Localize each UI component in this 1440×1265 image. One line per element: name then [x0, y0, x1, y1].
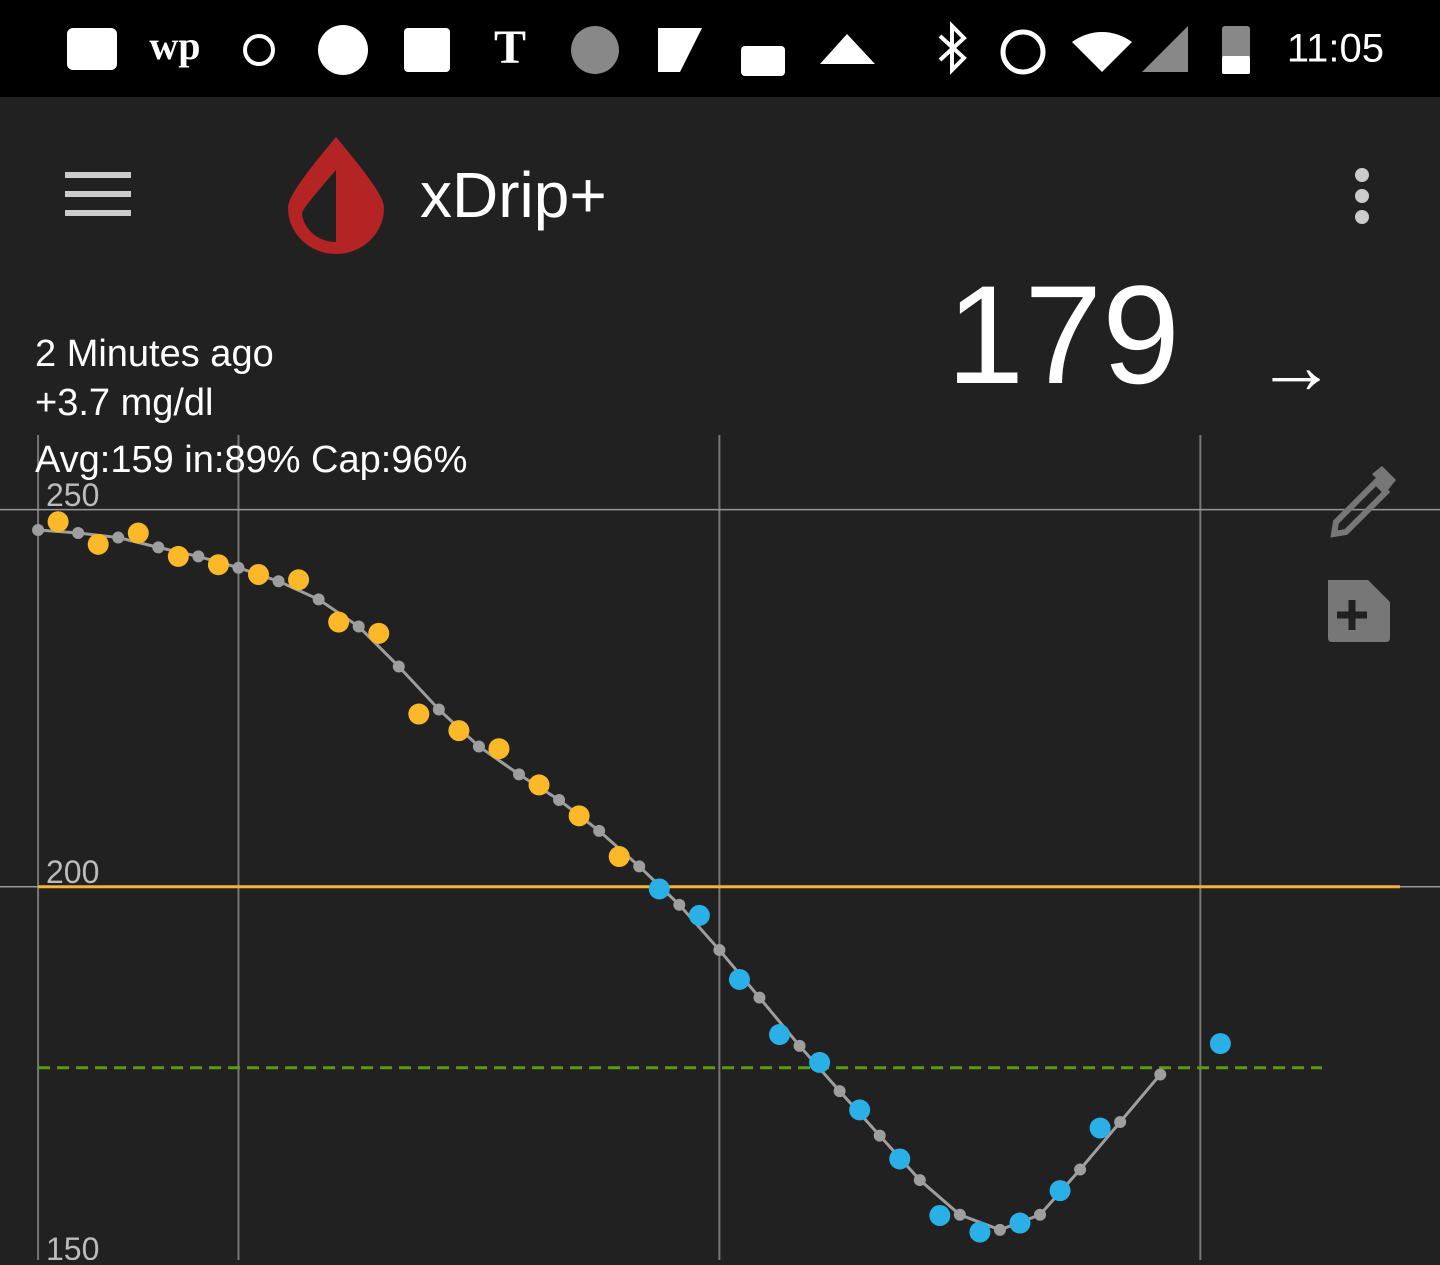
bluetooth-icon [938, 21, 967, 75]
raw-point [793, 1039, 806, 1052]
raw-point [1154, 1068, 1167, 1081]
reading-point [1089, 1117, 1111, 1139]
lock-icon [741, 46, 785, 76]
reading-point [87, 533, 109, 555]
reading-point [889, 1148, 911, 1170]
raw-point [553, 793, 566, 806]
raw-point [392, 660, 405, 673]
raw-point [272, 575, 285, 588]
alarm-icon [1000, 29, 1046, 75]
drive-icon [820, 34, 875, 64]
reading-point [568, 805, 590, 827]
raw-point [432, 703, 445, 716]
wp-icon: wp [149, 23, 200, 68]
reading-point [328, 611, 350, 633]
raw-point [713, 944, 726, 957]
reading-point [1009, 1212, 1031, 1234]
y-tick-label: 150 [46, 1231, 99, 1260]
reading-point [207, 554, 229, 576]
reading-point [167, 545, 189, 567]
reading-point [648, 878, 670, 900]
task-icon [658, 28, 702, 72]
reading-point [368, 622, 390, 644]
app-logo [288, 137, 384, 254]
reading-point [849, 1099, 871, 1121]
raw-point [753, 991, 766, 1004]
raw-point [352, 620, 365, 633]
music-icon [318, 25, 368, 75]
battery-level [1222, 56, 1250, 74]
wifi-icon [1072, 31, 1132, 72]
glucose-value: 179 [946, 256, 1180, 413]
raw-point [152, 541, 165, 554]
raw-point [593, 824, 606, 837]
raw-point [112, 531, 125, 544]
reading-point [608, 846, 630, 868]
reading-point [488, 738, 510, 760]
reading-point [969, 1221, 991, 1243]
notification-icon [67, 28, 117, 70]
raw-point [472, 740, 485, 753]
reading-point [929, 1205, 951, 1227]
clock: 11:05 [1287, 27, 1384, 71]
reading-point [809, 1051, 831, 1073]
reading-point [769, 1024, 791, 1046]
status-icons: wp T [67, 21, 1250, 76]
raw-point [673, 898, 686, 911]
y-tick-label: 200 [46, 854, 99, 890]
raw-point [913, 1174, 926, 1187]
reading-point [528, 774, 550, 796]
overflow-menu[interactable] [1355, 168, 1369, 224]
stats: Avg:159 in:89% Cap:96% [35, 439, 467, 481]
raw-point [232, 561, 245, 574]
reading-point [288, 569, 310, 591]
menu-button[interactable] [65, 172, 131, 216]
raw-point [1034, 1208, 1047, 1221]
raw-point [72, 527, 85, 540]
reading-point [408, 703, 430, 725]
signal-icon [1142, 26, 1188, 72]
nyt-icon: T [494, 21, 526, 74]
raw-point [513, 768, 526, 781]
chart: 150 200 250 [0, 435, 1440, 1265]
raw-point [1114, 1115, 1127, 1128]
raw-point [32, 524, 45, 537]
status-bar [0, 0, 1440, 97]
edit-button[interactable] [1330, 466, 1396, 538]
raw-point [192, 550, 205, 563]
reading-delta: +3.7 mg/dl [35, 382, 214, 424]
app-title: xDrip+ [420, 159, 607, 231]
image-icon [404, 28, 450, 72]
raw-point [993, 1223, 1006, 1236]
reading-age: 2 Minutes ago [35, 333, 274, 375]
reading-point [1209, 1033, 1231, 1055]
contrast-icon [243, 34, 275, 66]
y-tick-label: 250 [46, 477, 99, 513]
reading-point [248, 564, 270, 586]
reading-point [1049, 1180, 1071, 1202]
raw-point [312, 593, 325, 606]
raw-point [873, 1129, 886, 1142]
reading-point [728, 968, 750, 990]
reading-point [448, 720, 470, 742]
raw-point [1074, 1163, 1087, 1176]
raw-point [833, 1085, 846, 1098]
sync-icon [571, 26, 619, 74]
raw-point [953, 1208, 966, 1221]
reading-point [688, 904, 710, 926]
trend-arrow: → [1256, 321, 1336, 410]
raw-point [633, 860, 646, 873]
reading-point [127, 522, 149, 544]
add-note-button[interactable] [1328, 580, 1390, 642]
reading-point [47, 511, 69, 533]
